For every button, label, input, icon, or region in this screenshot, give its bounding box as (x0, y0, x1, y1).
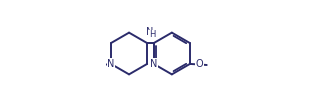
Text: H: H (149, 30, 155, 39)
Text: O: O (196, 59, 203, 69)
Text: N: N (146, 27, 153, 37)
Text: N: N (150, 59, 157, 69)
Text: N: N (107, 59, 115, 69)
